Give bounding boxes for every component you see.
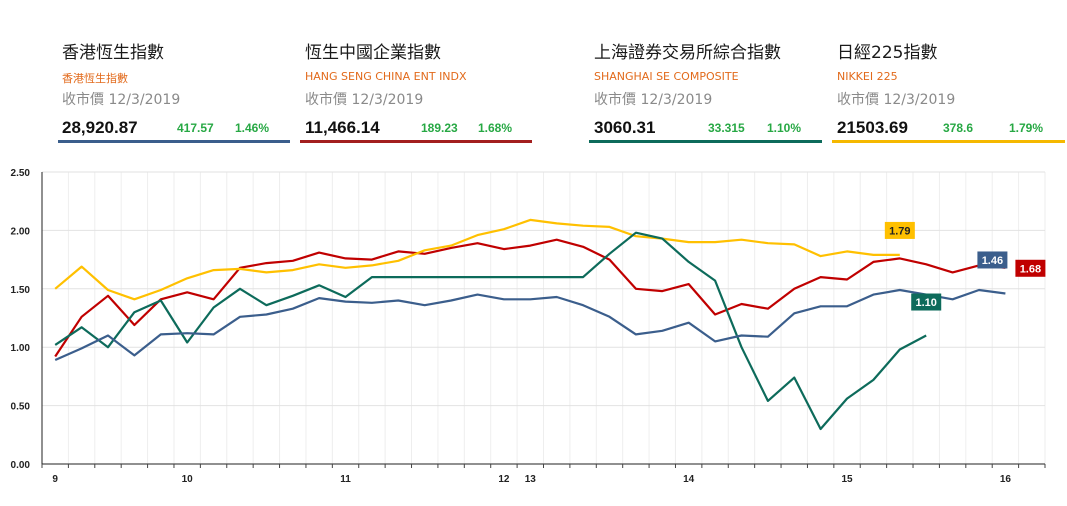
series-line — [54, 231, 927, 431]
index-change: 189.23 — [421, 121, 458, 135]
index-subtitle: NIKKEI 225 — [837, 70, 898, 83]
end-value-label-bg — [911, 293, 942, 311]
end-value-label: 1.79 — [889, 225, 910, 237]
index-change-pct: 1.10% — [767, 121, 802, 135]
close-date: 收市價 12/3/2019 — [837, 92, 956, 108]
y-tick-label: 0.50 — [11, 402, 31, 413]
index-change: 378.6 — [943, 121, 974, 135]
index-title: 香港恆生指數 — [62, 43, 164, 63]
index-title: 日經225指數 — [837, 43, 938, 63]
x-tick-label: 14 — [683, 474, 695, 485]
index-title: 上海證券交易所綜合指數 — [594, 43, 781, 63]
end-value-label: 1.68 — [1020, 263, 1041, 275]
index-subtitle: SHANGHAI SE COMPOSITE — [594, 70, 739, 83]
x-tick-label: 9 — [52, 474, 58, 485]
index-color-bar — [832, 140, 1065, 143]
index-value: 3060.31 — [594, 118, 656, 137]
x-tick-label: 16 — [1000, 474, 1012, 485]
index-color-bar — [589, 140, 822, 143]
x-tick-label: 15 — [841, 474, 853, 485]
index-subtitle: HANG SENG CHINA ENT INDX — [305, 70, 467, 83]
index-color-bar — [58, 140, 290, 143]
index-change-pct: 1.68% — [478, 121, 513, 135]
series-line — [54, 238, 1006, 358]
index-title: 恆生中國企業指數 — [305, 43, 441, 63]
index-value: 28,920.87 — [62, 118, 138, 137]
close-date: 收市價 12/3/2019 — [594, 92, 713, 108]
y-tick-label: 2.00 — [11, 226, 31, 237]
end-value-label-bg — [1015, 259, 1046, 277]
index-color-bar — [300, 140, 532, 143]
y-tick-label: 1.00 — [11, 343, 31, 354]
close-date: 收市價 12/3/2019 — [62, 92, 181, 108]
x-tick-label: 12 — [498, 474, 510, 485]
y-tick-label: 0.00 — [11, 460, 31, 471]
series-line — [54, 218, 900, 301]
end-value-label-bg — [884, 221, 915, 239]
index-change: 33.315 — [708, 121, 745, 135]
end-value-label-bg — [977, 251, 1008, 269]
end-value-label: 1.10 — [916, 297, 937, 309]
x-tick-label: 13 — [525, 474, 537, 485]
end-value-label: 1.46 — [982, 255, 1003, 267]
series-line — [54, 288, 1006, 362]
close-date: 收市價 12/3/2019 — [305, 92, 424, 108]
index-change: 417.57 — [177, 121, 214, 135]
y-tick-label: 2.50 — [11, 168, 31, 179]
index-change-pct: 1.46% — [235, 121, 270, 135]
index-change-pct: 1.79% — [1009, 121, 1044, 135]
index-value: 11,466.14 — [305, 118, 380, 137]
y-tick-label: 1.50 — [11, 285, 31, 296]
x-tick-label: 10 — [182, 474, 194, 485]
index-subtitle: 香港恆生指數 — [62, 72, 128, 85]
x-tick-label: 11 — [340, 474, 351, 485]
index-value: 21503.69 — [837, 118, 908, 137]
